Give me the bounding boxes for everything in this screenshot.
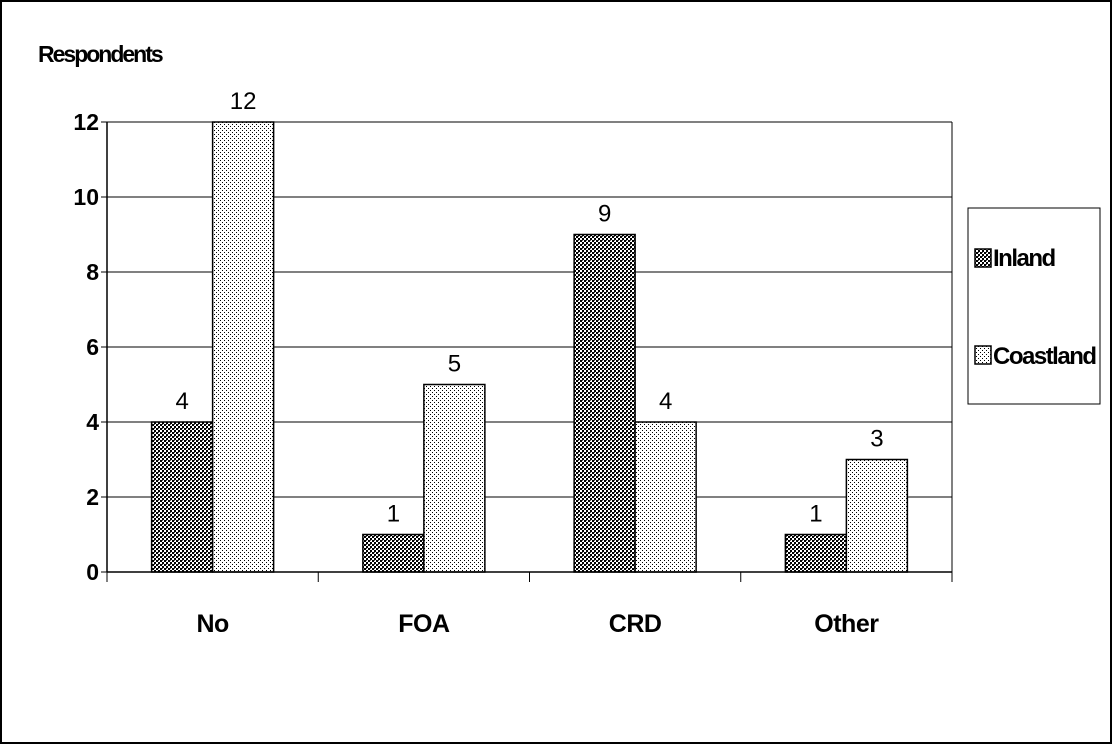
y-axis-label: Respondents	[38, 41, 163, 67]
legend-item-inland: Inland	[974, 245, 1057, 272]
y-tick-label-10: 10	[73, 184, 99, 210]
bar-inland-other	[784, 533, 848, 573]
bar-inland-no	[150, 421, 214, 573]
data-label-coastland-no: 12	[230, 88, 257, 115]
y-tick-label-4: 4	[86, 409, 99, 435]
y-tick-label-6: 6	[86, 334, 99, 360]
y-tick-label-0: 0	[86, 559, 99, 585]
bar-coastland-crd	[634, 421, 697, 573]
data-label-inland-other: 1	[809, 501, 822, 528]
data-label-coastland-other: 3	[870, 426, 883, 453]
data-label-inland-crd: 9	[598, 201, 611, 228]
x-category-label-no: No	[196, 610, 229, 638]
bar-coastland-other	[845, 458, 909, 573]
data-label-inland-no: 4	[175, 388, 188, 415]
legend-swatch-coastland	[974, 345, 992, 365]
legend-item-coastland: Coastland	[974, 343, 1098, 370]
bar-inland-foa	[362, 533, 425, 573]
value-labels: 4 12 1 5 9 4 1 3	[175, 88, 883, 528]
bars	[150, 121, 909, 573]
x-categories: No FOA CRD Other	[196, 610, 879, 638]
x-category-label-foa: FOA	[398, 610, 450, 638]
legend-label-coastland: Coastland	[993, 343, 1096, 370]
y-ticks: 0 2 4 6 8 10 12	[73, 109, 107, 585]
y-tick-label-8: 8	[86, 259, 99, 285]
data-label-inland-foa: 1	[387, 501, 400, 528]
legend-box	[967, 207, 1101, 405]
data-label-coastland-crd: 4	[659, 388, 672, 415]
y-tick-label-12: 12	[73, 109, 99, 135]
legend-label-inland: Inland	[993, 245, 1056, 272]
bar-inland-crd	[573, 233, 636, 573]
data-label-coastland-foa: 5	[448, 351, 461, 378]
bar-coastland-no	[211, 121, 275, 573]
legend-swatch-inland	[974, 248, 992, 268]
bar-coastland-foa	[423, 383, 486, 573]
x-category-label-other: Other	[814, 610, 879, 638]
y-tick-label-2: 2	[86, 484, 99, 510]
legend: Inland Coastland	[967, 207, 1101, 405]
x-category-label-crd: CRD	[609, 610, 662, 638]
